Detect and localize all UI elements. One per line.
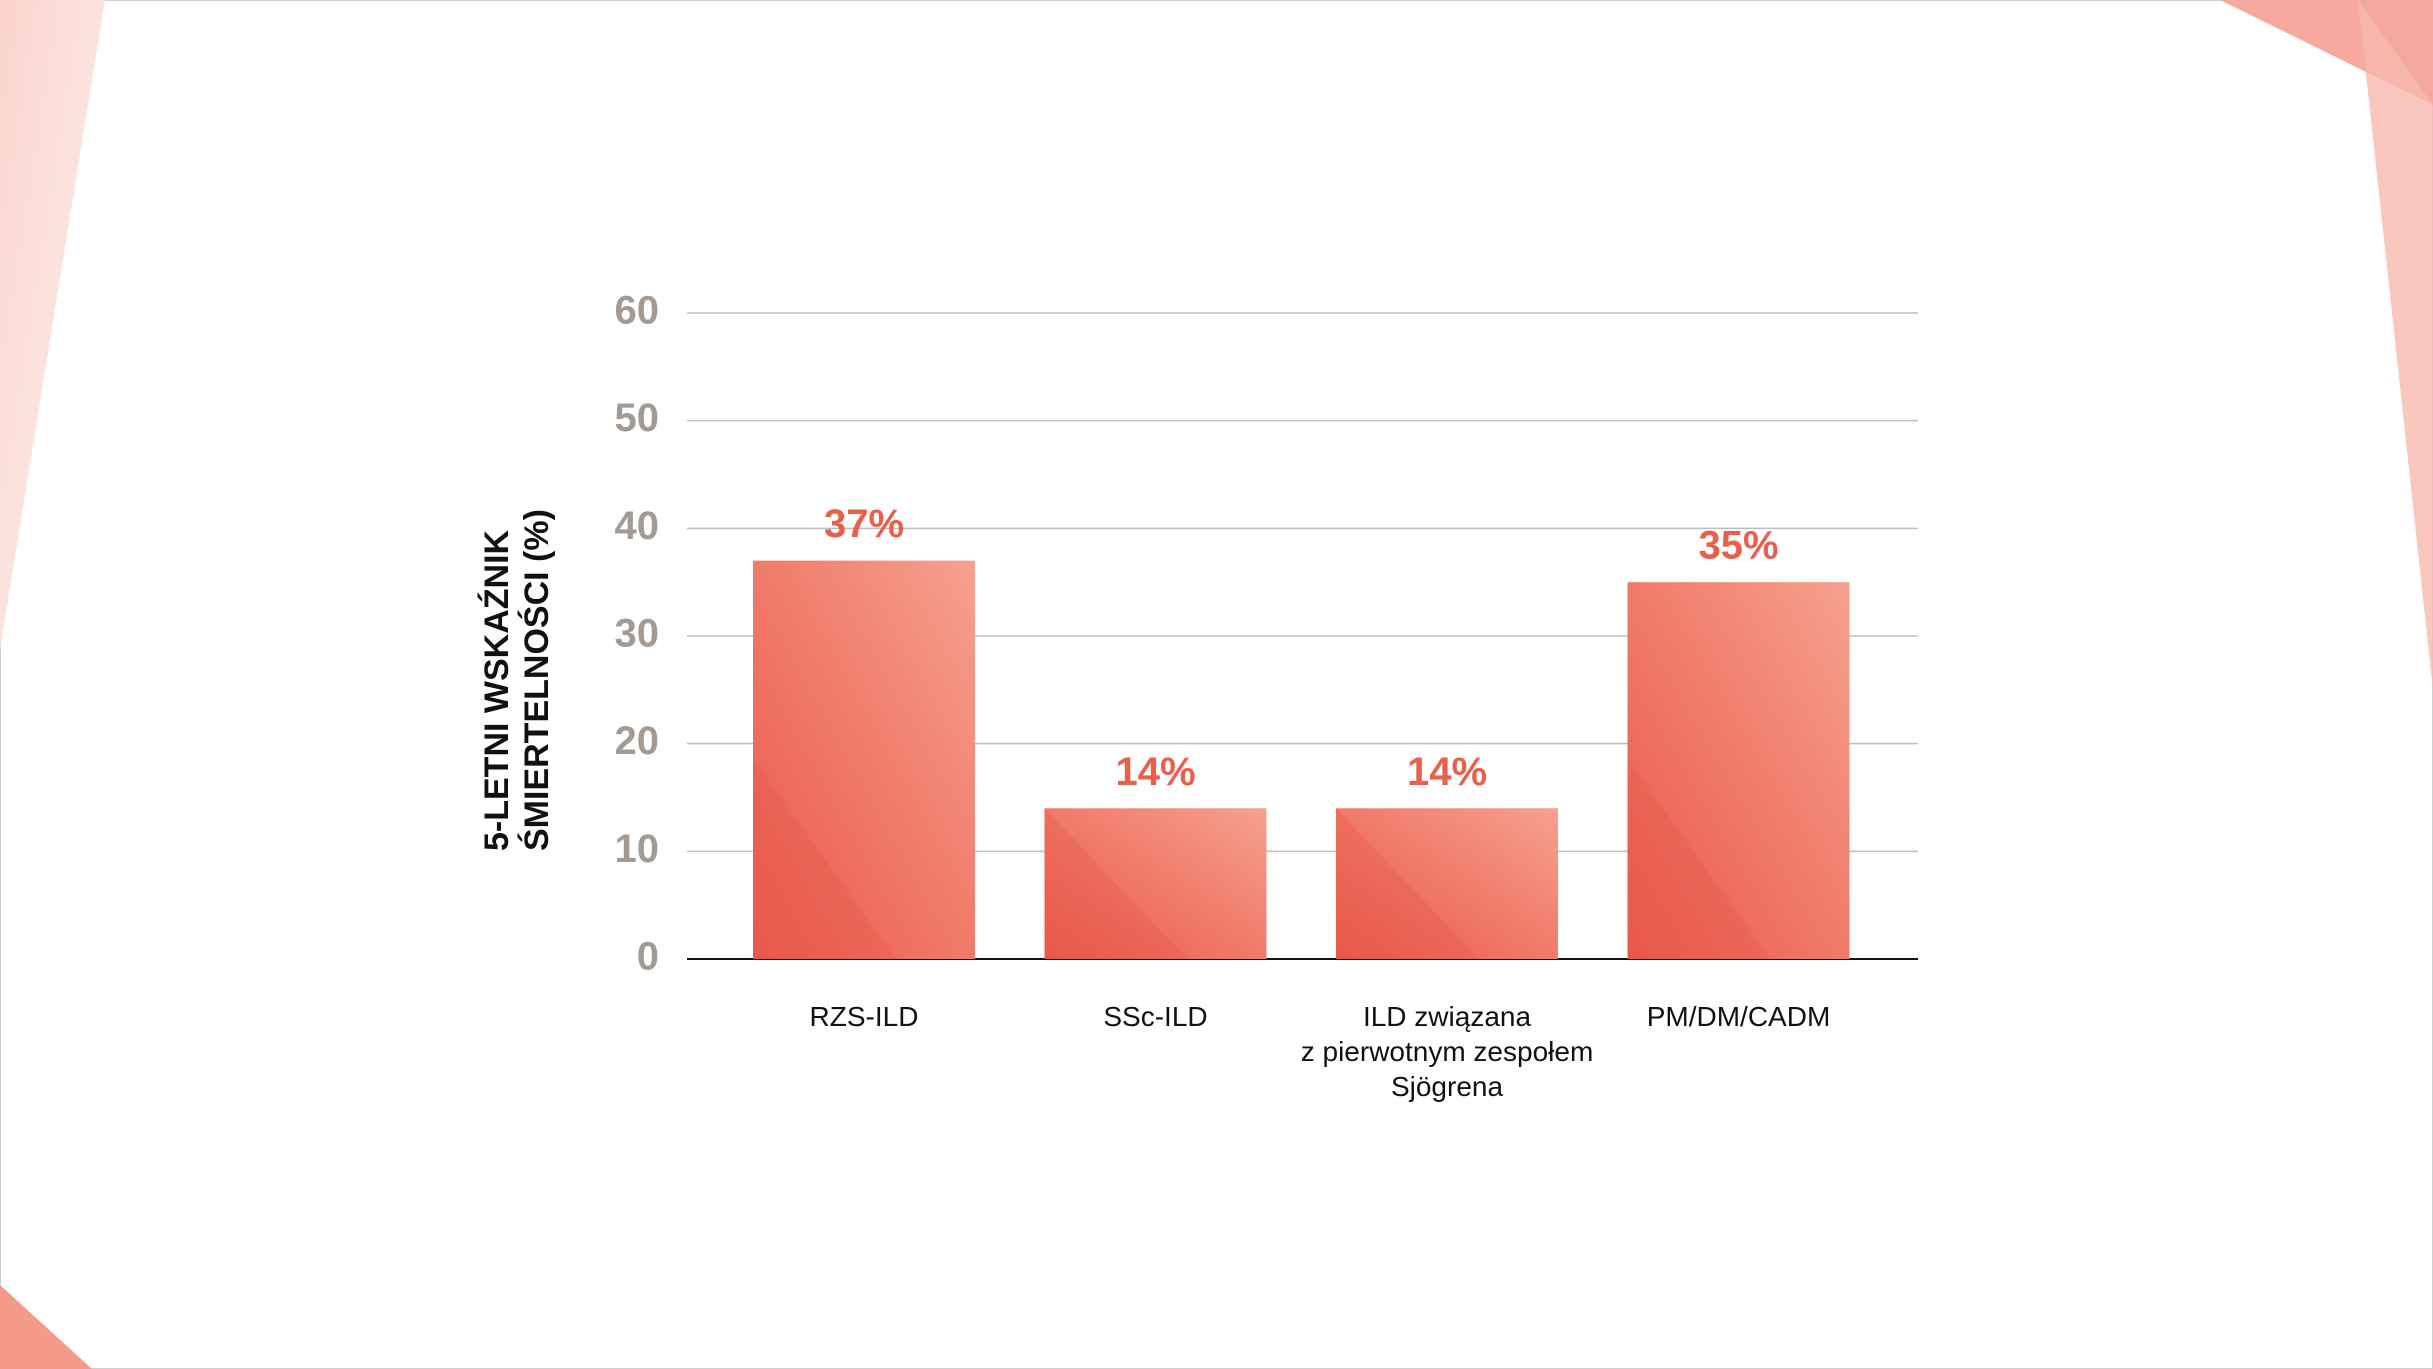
y-tick-label: 0: [637, 935, 659, 979]
value-label: 14%: [1115, 750, 1195, 794]
value-label: 14%: [1407, 750, 1487, 794]
bar-decoration: [1627, 759, 1771, 959]
x-tick-label: ILD związana z pierwotnym zespołem Sjögr…: [1300, 1001, 1594, 1102]
value-label: 37%: [824, 502, 904, 546]
bar: [753, 560, 975, 959]
decoration: [2358, 0, 2433, 690]
bar: [1336, 808, 1558, 959]
y-axis-title: 5-LETNI WSKAŹNIK ŚMIERTELNOŚCI (%): [478, 509, 556, 851]
bar-decoration: [1336, 808, 1479, 959]
y-tick-label: 50: [615, 396, 660, 440]
y-tick-label: 40: [615, 504, 660, 548]
decoration: [0, 0, 105, 650]
bar-decoration: [753, 759, 896, 959]
y-tick-label: 30: [615, 612, 660, 656]
x-tick-label: RZS-ILD: [809, 1001, 919, 1032]
x-tick-label: SSc-ILD: [1103, 1001, 1208, 1032]
decoration: [0, 1285, 92, 1369]
y-tick-label: 10: [615, 827, 660, 871]
value-label: 35%: [1698, 524, 1778, 568]
y-tick-label: 60: [615, 289, 660, 333]
bar: [1044, 808, 1267, 959]
bar-decoration: [1044, 808, 1188, 959]
plot-area: 0 10 20 30 40 50 60 37% 14% 14% 35%: [615, 289, 1918, 979]
bar: [1627, 582, 1850, 959]
x-tick-label: PM/DM/CADM: [1646, 1001, 1831, 1032]
y-tick-label: 20: [615, 719, 660, 763]
